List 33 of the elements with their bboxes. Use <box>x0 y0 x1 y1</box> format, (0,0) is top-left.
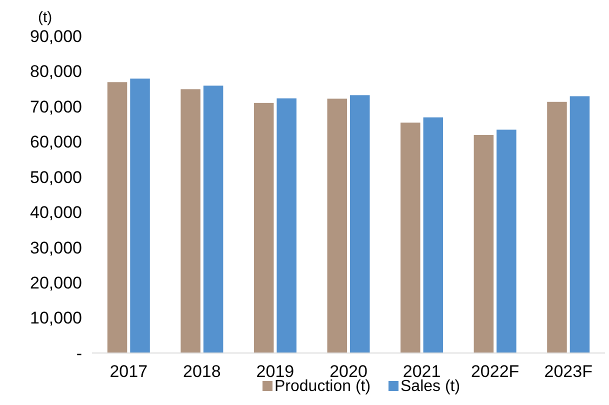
x-tick-label: 2017 <box>110 362 148 381</box>
y-tick-label: 30,000 <box>30 238 82 258</box>
bar <box>327 98 347 353</box>
bar <box>474 134 494 353</box>
y-tick-label: 50,000 <box>30 168 82 187</box>
y-tick-label: 10,000 <box>30 308 82 328</box>
y-axis-title: (t) <box>38 9 52 26</box>
x-tick-label: 2021 <box>402 362 441 381</box>
bar <box>400 122 420 353</box>
y-tick-label: 40,000 <box>30 203 82 222</box>
bar <box>130 78 150 353</box>
legend-label: Sales (t) <box>400 378 460 395</box>
y-tick-label: 90,000 <box>30 26 82 46</box>
y-tick-label: 80,000 <box>30 62 82 82</box>
bar <box>107 82 128 353</box>
bar <box>350 95 370 353</box>
bar <box>180 89 200 353</box>
y-tick-label: 60,000 <box>30 132 82 152</box>
bar <box>570 96 590 353</box>
bar <box>254 102 274 353</box>
y-tick-label: 20,000 <box>30 274 82 293</box>
y-tick-label: 70,000 <box>30 97 82 116</box>
bar <box>276 98 296 353</box>
bar <box>423 117 444 353</box>
bar <box>547 102 567 353</box>
x-tick-label: 2022F <box>470 362 520 381</box>
legend-label: Production (t) <box>274 378 371 395</box>
x-tick-label: 2018 <box>183 362 221 381</box>
x-tick-label: 2019 <box>256 362 294 381</box>
x-tick-label: 2023F <box>544 362 592 381</box>
y-tick-label: - <box>76 344 82 363</box>
bar <box>203 86 224 353</box>
bar <box>496 130 516 353</box>
